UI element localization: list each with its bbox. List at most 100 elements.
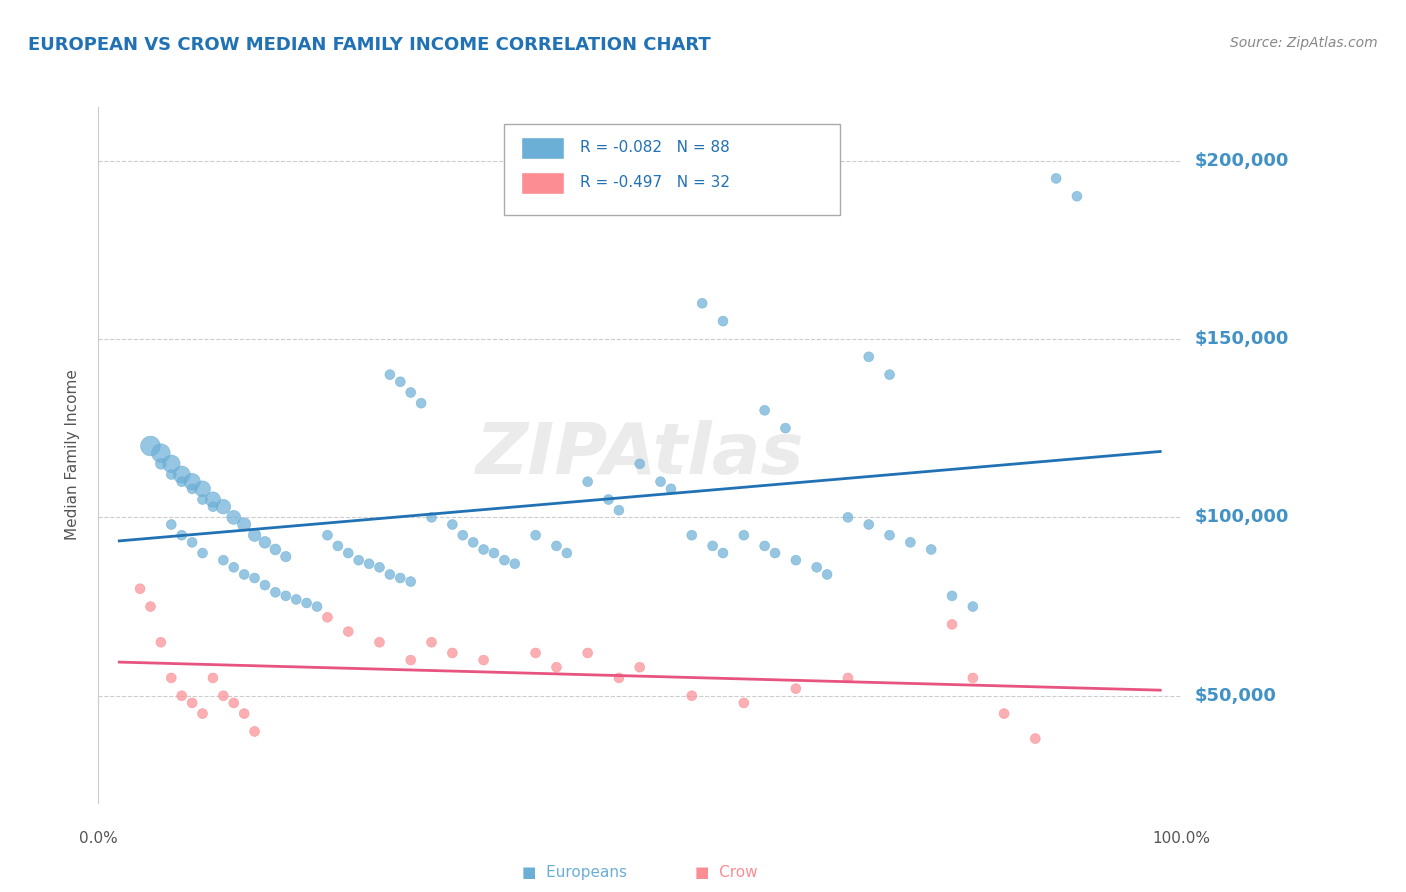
Point: [858, 517, 880, 532]
Point: [181, 482, 204, 496]
Point: [222, 560, 245, 574]
Point: [482, 546, 505, 560]
Point: [598, 492, 620, 507]
Point: [494, 553, 516, 567]
Point: [264, 542, 287, 557]
Point: [399, 653, 422, 667]
Point: [941, 589, 963, 603]
Point: [170, 528, 193, 542]
Point: [815, 567, 838, 582]
Point: [858, 350, 880, 364]
Point: [305, 599, 328, 614]
Point: [347, 553, 370, 567]
Point: [546, 660, 568, 674]
Point: [285, 592, 308, 607]
Point: [879, 368, 901, 382]
Point: [253, 578, 276, 592]
Point: [441, 517, 464, 532]
Point: [149, 457, 172, 471]
Point: [316, 528, 339, 542]
FancyBboxPatch shape: [505, 124, 839, 215]
Point: [1066, 189, 1088, 203]
Point: [149, 635, 172, 649]
Point: [962, 599, 984, 614]
Point: [191, 492, 214, 507]
Point: [993, 706, 1015, 721]
Point: [733, 696, 755, 710]
Point: [212, 689, 235, 703]
Point: [170, 689, 193, 703]
Point: [316, 610, 339, 624]
Point: [389, 571, 412, 585]
Point: [253, 535, 276, 549]
Point: [181, 696, 204, 710]
Point: [170, 475, 193, 489]
Point: [524, 528, 547, 542]
Point: [659, 482, 682, 496]
Point: [181, 475, 204, 489]
Point: [201, 492, 224, 507]
Point: [775, 421, 797, 435]
Point: [243, 571, 266, 585]
FancyBboxPatch shape: [520, 172, 564, 194]
Point: [472, 542, 495, 557]
Text: Source: ZipAtlas.com: Source: ZipAtlas.com: [1230, 36, 1378, 50]
Point: [900, 535, 922, 549]
Point: [233, 706, 256, 721]
Point: [451, 528, 474, 542]
Text: $200,000: $200,000: [1195, 152, 1289, 169]
Point: [650, 475, 672, 489]
Text: R = -0.082   N = 88: R = -0.082 N = 88: [581, 140, 730, 155]
Point: [139, 439, 162, 453]
Text: 100.0%: 100.0%: [1152, 830, 1211, 846]
Point: [129, 582, 152, 596]
Point: [420, 510, 443, 524]
Point: [411, 396, 433, 410]
Point: [389, 375, 412, 389]
Point: [806, 560, 828, 574]
Point: [546, 539, 568, 553]
FancyBboxPatch shape: [520, 137, 564, 159]
Point: [576, 475, 599, 489]
Point: [295, 596, 318, 610]
Point: [212, 553, 235, 567]
Point: [711, 314, 734, 328]
Point: [463, 535, 485, 549]
Point: [160, 671, 183, 685]
Point: [837, 671, 859, 685]
Point: [274, 589, 297, 603]
Text: $150,000: $150,000: [1195, 330, 1289, 348]
Y-axis label: Median Family Income: Median Family Income: [65, 369, 80, 541]
Point: [368, 560, 391, 574]
Point: [420, 635, 443, 649]
Point: [337, 546, 360, 560]
Point: [222, 510, 245, 524]
Point: [378, 368, 401, 382]
Point: [690, 296, 713, 310]
Point: [181, 535, 204, 549]
Point: [139, 599, 162, 614]
Point: [170, 467, 193, 482]
Point: [785, 553, 807, 567]
Point: [399, 385, 422, 400]
Point: [264, 585, 287, 599]
Point: [555, 546, 578, 560]
Point: [201, 500, 224, 514]
Point: [628, 660, 651, 674]
Point: [702, 539, 724, 553]
Point: [399, 574, 422, 589]
Point: [607, 671, 630, 685]
Point: [628, 457, 651, 471]
Point: [160, 517, 183, 532]
Point: [212, 500, 235, 514]
Point: [920, 542, 942, 557]
Point: [576, 646, 599, 660]
Point: [274, 549, 297, 564]
Point: [1045, 171, 1067, 186]
Point: [754, 403, 776, 417]
Point: [233, 567, 256, 582]
Text: $50,000: $50,000: [1195, 687, 1277, 705]
Point: [1024, 731, 1046, 746]
Point: [681, 689, 703, 703]
Point: [191, 546, 214, 560]
